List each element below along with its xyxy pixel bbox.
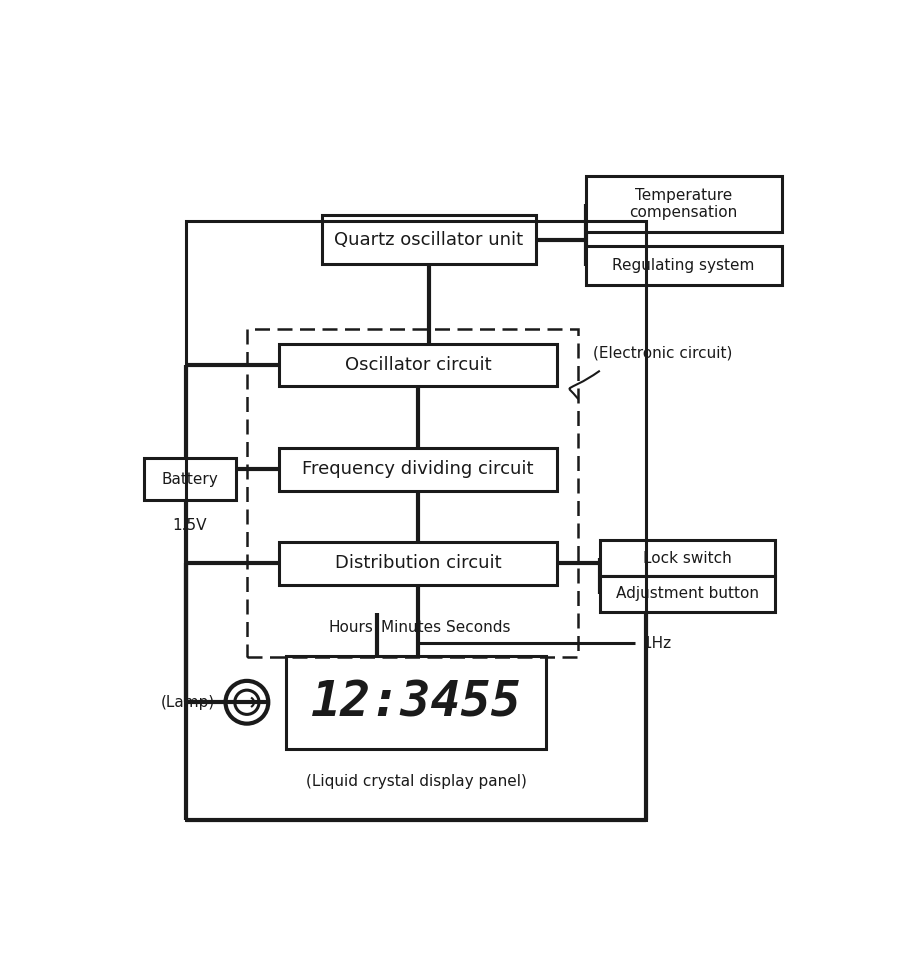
Text: Temperature
compensation: Temperature compensation [629, 187, 737, 220]
Text: Quartz oscillator unit: Quartz oscillator unit [334, 230, 523, 249]
Text: 1Hz: 1Hz [641, 636, 671, 651]
FancyBboxPatch shape [599, 540, 774, 576]
FancyBboxPatch shape [585, 176, 781, 231]
FancyBboxPatch shape [286, 656, 546, 749]
Text: Hours: Hours [328, 619, 373, 635]
Text: (Lamp): (Lamp) [161, 695, 215, 709]
FancyBboxPatch shape [278, 447, 557, 491]
Text: (Liquid crystal display panel): (Liquid crystal display panel) [305, 774, 526, 788]
Text: Frequency dividing circuit: Frequency dividing circuit [302, 460, 533, 478]
Text: Distribution circuit: Distribution circuit [335, 554, 501, 572]
Text: 12:3455: 12:3455 [311, 679, 521, 727]
Text: Regulating system: Regulating system [612, 258, 754, 273]
FancyBboxPatch shape [585, 246, 781, 285]
FancyBboxPatch shape [599, 576, 774, 612]
FancyBboxPatch shape [143, 458, 236, 500]
Text: Adjustment button: Adjustment button [615, 587, 758, 601]
Text: Minutes Seconds: Minutes Seconds [380, 619, 510, 635]
Text: Lock switch: Lock switch [642, 551, 731, 565]
FancyBboxPatch shape [322, 215, 535, 264]
FancyBboxPatch shape [278, 344, 557, 387]
FancyBboxPatch shape [278, 541, 557, 585]
Text: 1.5V: 1.5V [173, 518, 207, 534]
Text: (Electronic circuit): (Electronic circuit) [592, 346, 732, 360]
Text: Battery: Battery [162, 471, 218, 487]
Text: Oscillator circuit: Oscillator circuit [345, 356, 491, 374]
